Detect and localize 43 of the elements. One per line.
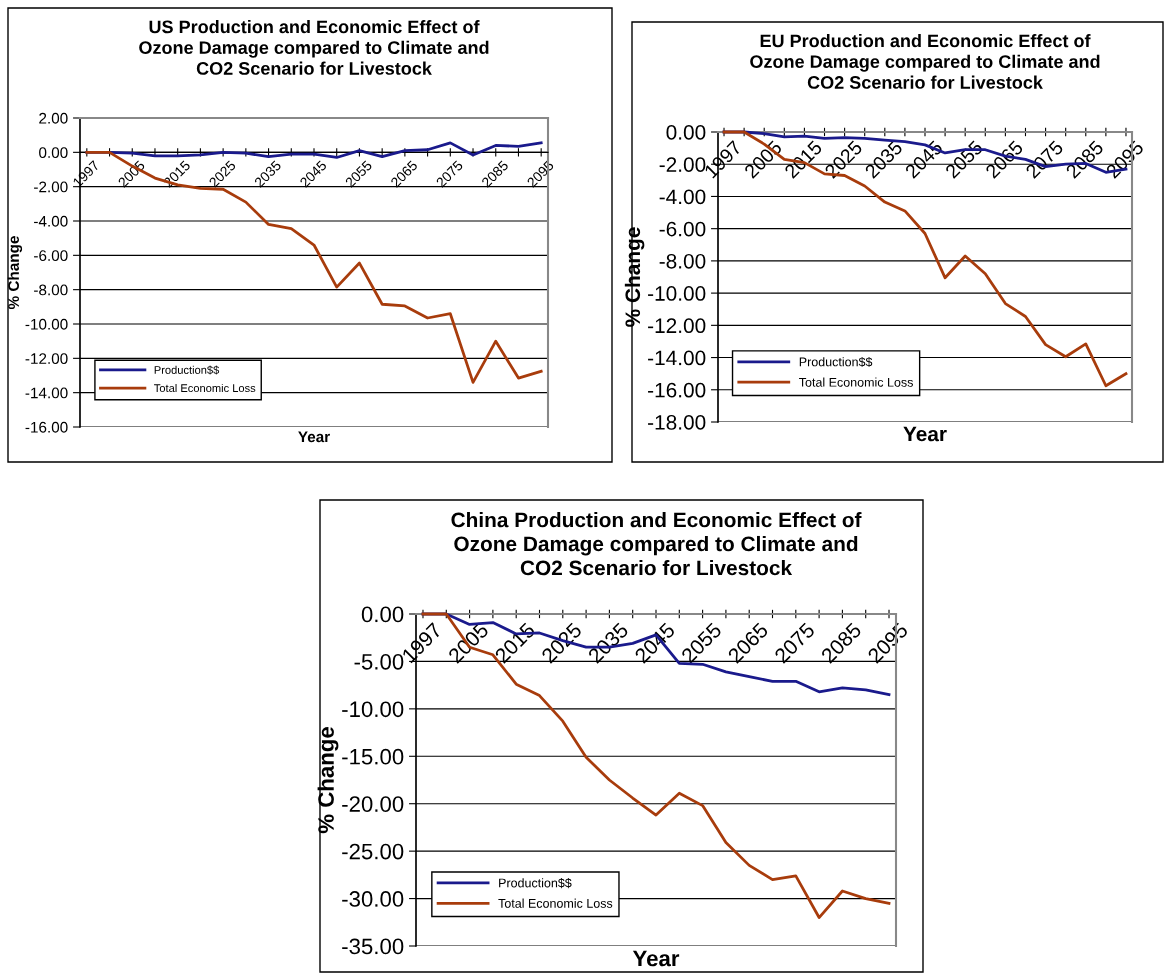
- legend-label: Total Economic Loss: [498, 898, 613, 908]
- chart-title: US Production and Economic Effect of Ozone Damage compared to Climate and CO2 Scenario for Livestock: [139, 20, 489, 75]
- y-tick-label: -20.00: [342, 796, 404, 812]
- y-tick-label: -4.00: [659, 189, 706, 205]
- y-tick-label: -12.00: [648, 318, 706, 334]
- y-tick-label: -35.00: [342, 938, 404, 955]
- legend-label: Production$$: [499, 878, 572, 889]
- legend-label: Total Economic Loss: [154, 383, 256, 393]
- y-axis-title: % Change: [7, 236, 23, 310]
- y-tick-label: -6.00: [34, 250, 68, 262]
- legend-label: Production$$: [799, 356, 873, 368]
- y-tick-label: -14.00: [25, 387, 68, 399]
- y-tick-label: -30.00: [342, 891, 404, 907]
- y-tick-label: -4.00: [34, 215, 68, 227]
- legend-label: Production$$: [154, 365, 220, 375]
- y-tick-label: 2.00: [39, 112, 68, 124]
- y-tick-label: -10.00: [648, 286, 706, 301]
- y-tick-label: -8.00: [34, 284, 68, 296]
- y-tick-label: -2.00: [34, 181, 68, 193]
- y-tick-label: -5.00: [354, 653, 404, 670]
- chart-title: EU Production and Economic Effect of Ozone Damage compared to Climate and CO2 Scenario for Livestock: [750, 34, 1100, 89]
- y-tick-label: -14.00: [648, 350, 706, 366]
- y-axis-title: % Change: [624, 227, 645, 327]
- y-tick-label: -6.00: [659, 221, 706, 237]
- y-tick-label: -25.00: [342, 843, 404, 860]
- y-tick-label: -16.00: [25, 421, 68, 433]
- y-tick-label: -8.00: [659, 253, 706, 269]
- y-tick-label: -16.00: [648, 382, 706, 398]
- x-axis-title: Year: [903, 426, 947, 442]
- legend-label: Total Economic Loss: [799, 377, 913, 387]
- x-axis-title: Year: [632, 950, 680, 967]
- y-tick-label: -15.00: [342, 748, 404, 765]
- y-axis-title: % Change: [317, 727, 339, 834]
- chart-title: China Production and Economic Effect of Ozone Damage compared to Climate and CO2 Scenario for Livestock: [451, 512, 862, 576]
- y-tick-label: 0.00: [39, 147, 68, 159]
- y-tick-label: 0.00: [666, 125, 706, 140]
- y-tick-label: -18.00: [648, 415, 706, 430]
- y-tick-label: -10.00: [25, 318, 68, 330]
- y-tick-label: 0.00: [361, 606, 404, 623]
- y-tick-label: -2.00: [659, 157, 706, 172]
- y-tick-label: -12.00: [25, 353, 68, 365]
- y-tick-label: -10.00: [342, 701, 404, 718]
- x-axis-title: Year: [298, 431, 330, 443]
